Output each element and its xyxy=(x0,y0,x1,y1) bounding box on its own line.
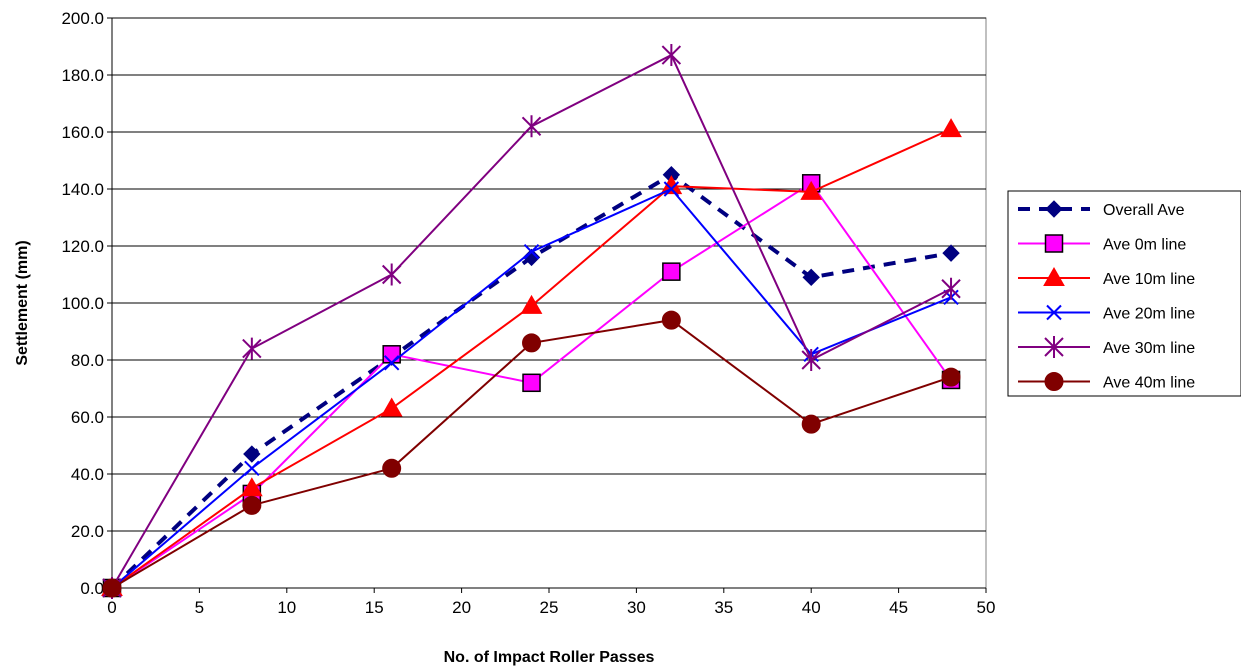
y-tick-label: 80.0 xyxy=(71,351,104,370)
data-point xyxy=(382,345,401,364)
data-point xyxy=(383,355,400,371)
data-point xyxy=(800,180,823,200)
x-tick-label: 50 xyxy=(977,598,996,617)
data-point xyxy=(522,373,541,393)
legend-label: Ave 10m line xyxy=(1103,271,1195,288)
legend-marker xyxy=(1044,372,1064,391)
y-tick-label: 200.0 xyxy=(61,9,104,28)
y-axis-ticks: 0.0 20.0 40.0 60.0 80.0 100.0 120.0 140.0 160.0 1… xyxy=(61,9,112,598)
y-tick-label: 140.0 xyxy=(61,180,104,199)
y-tick-label: 60.0 xyxy=(71,408,104,427)
x-tick-label: 10 xyxy=(277,598,296,617)
data-point xyxy=(661,44,682,67)
data-point xyxy=(382,458,402,478)
data-point xyxy=(941,277,961,300)
x-tick-label: 40 xyxy=(802,598,821,617)
x-tick-label: 35 xyxy=(714,598,733,617)
legend-marker xyxy=(1045,200,1063,218)
data-point xyxy=(523,243,540,260)
data-point xyxy=(801,349,821,371)
legend-marker xyxy=(1046,304,1062,321)
data-point xyxy=(240,477,263,497)
legend-marker xyxy=(1043,266,1065,286)
data-point xyxy=(522,333,542,353)
data-point xyxy=(940,118,962,138)
series-2 xyxy=(101,118,962,596)
x-axis-title: No. of Impact Roller Passes xyxy=(444,649,655,666)
y-axis-title: Settlement (mm) xyxy=(14,240,31,365)
legend-entry: Overall Ave xyxy=(1018,200,1185,219)
legend-label: Ave 0m line xyxy=(1103,237,1186,254)
x-tick-label: 25 xyxy=(540,598,559,617)
x-tick-label: 20 xyxy=(452,598,471,617)
data-point xyxy=(243,445,261,463)
series-group xyxy=(101,44,962,599)
data-point xyxy=(102,578,122,598)
data-point xyxy=(521,115,542,138)
legend-label: Ave 40m line xyxy=(1103,375,1195,392)
data-point xyxy=(662,262,681,281)
x-tick-label: 5 xyxy=(195,598,204,617)
y-tick-label: 120.0 xyxy=(61,237,104,256)
legend-entry: Ave 40m line xyxy=(1018,372,1195,392)
x-tick-label: 45 xyxy=(889,598,908,617)
y-tick-label: 20.0 xyxy=(71,522,104,541)
data-point xyxy=(941,367,961,387)
data-point xyxy=(242,337,262,360)
data-point xyxy=(244,460,260,477)
y-tick-label: 180.0 xyxy=(61,66,104,85)
y-tick-label: 40.0 xyxy=(71,465,104,484)
legend-entry: Ave 10m line xyxy=(1018,266,1195,288)
data-point xyxy=(520,294,543,314)
x-tick-label: 0 xyxy=(107,598,116,617)
legend-marker xyxy=(1044,336,1064,358)
x-axis-ticks: 0 5 10 15 20 25 30 35 40 45 50 xyxy=(107,588,995,617)
legend: Overall Ave Ave 0m line Ave 10m line Ave 20… xyxy=(1007,190,1241,397)
legend-entry: Ave 30m line xyxy=(1018,336,1195,358)
legend-entry: Ave 0m line xyxy=(1018,234,1186,254)
data-point xyxy=(242,495,262,515)
legend-marker xyxy=(1044,234,1064,253)
y-tick-label: 0.0 xyxy=(80,579,104,598)
legend-label: Ave 20m line xyxy=(1103,306,1195,323)
series-5 xyxy=(102,310,961,598)
legend-box xyxy=(1007,190,1241,397)
x-tick-label: 15 xyxy=(365,598,384,617)
data-point xyxy=(802,268,820,287)
x-tick-label: 30 xyxy=(627,598,646,617)
legend-entry: Ave 20m line xyxy=(1018,304,1195,323)
y-tick-label: 100.0 xyxy=(61,294,104,313)
data-point xyxy=(661,310,681,330)
data-point xyxy=(942,244,960,262)
series-4 xyxy=(102,44,961,599)
legend-label: Overall Ave xyxy=(1103,202,1185,219)
data-point xyxy=(663,181,680,197)
y-tick-label: 160.0 xyxy=(61,123,104,142)
data-point xyxy=(381,263,402,286)
data-point xyxy=(801,414,821,434)
legend-label: Ave 30m line xyxy=(1103,340,1195,357)
data-point xyxy=(380,397,403,417)
